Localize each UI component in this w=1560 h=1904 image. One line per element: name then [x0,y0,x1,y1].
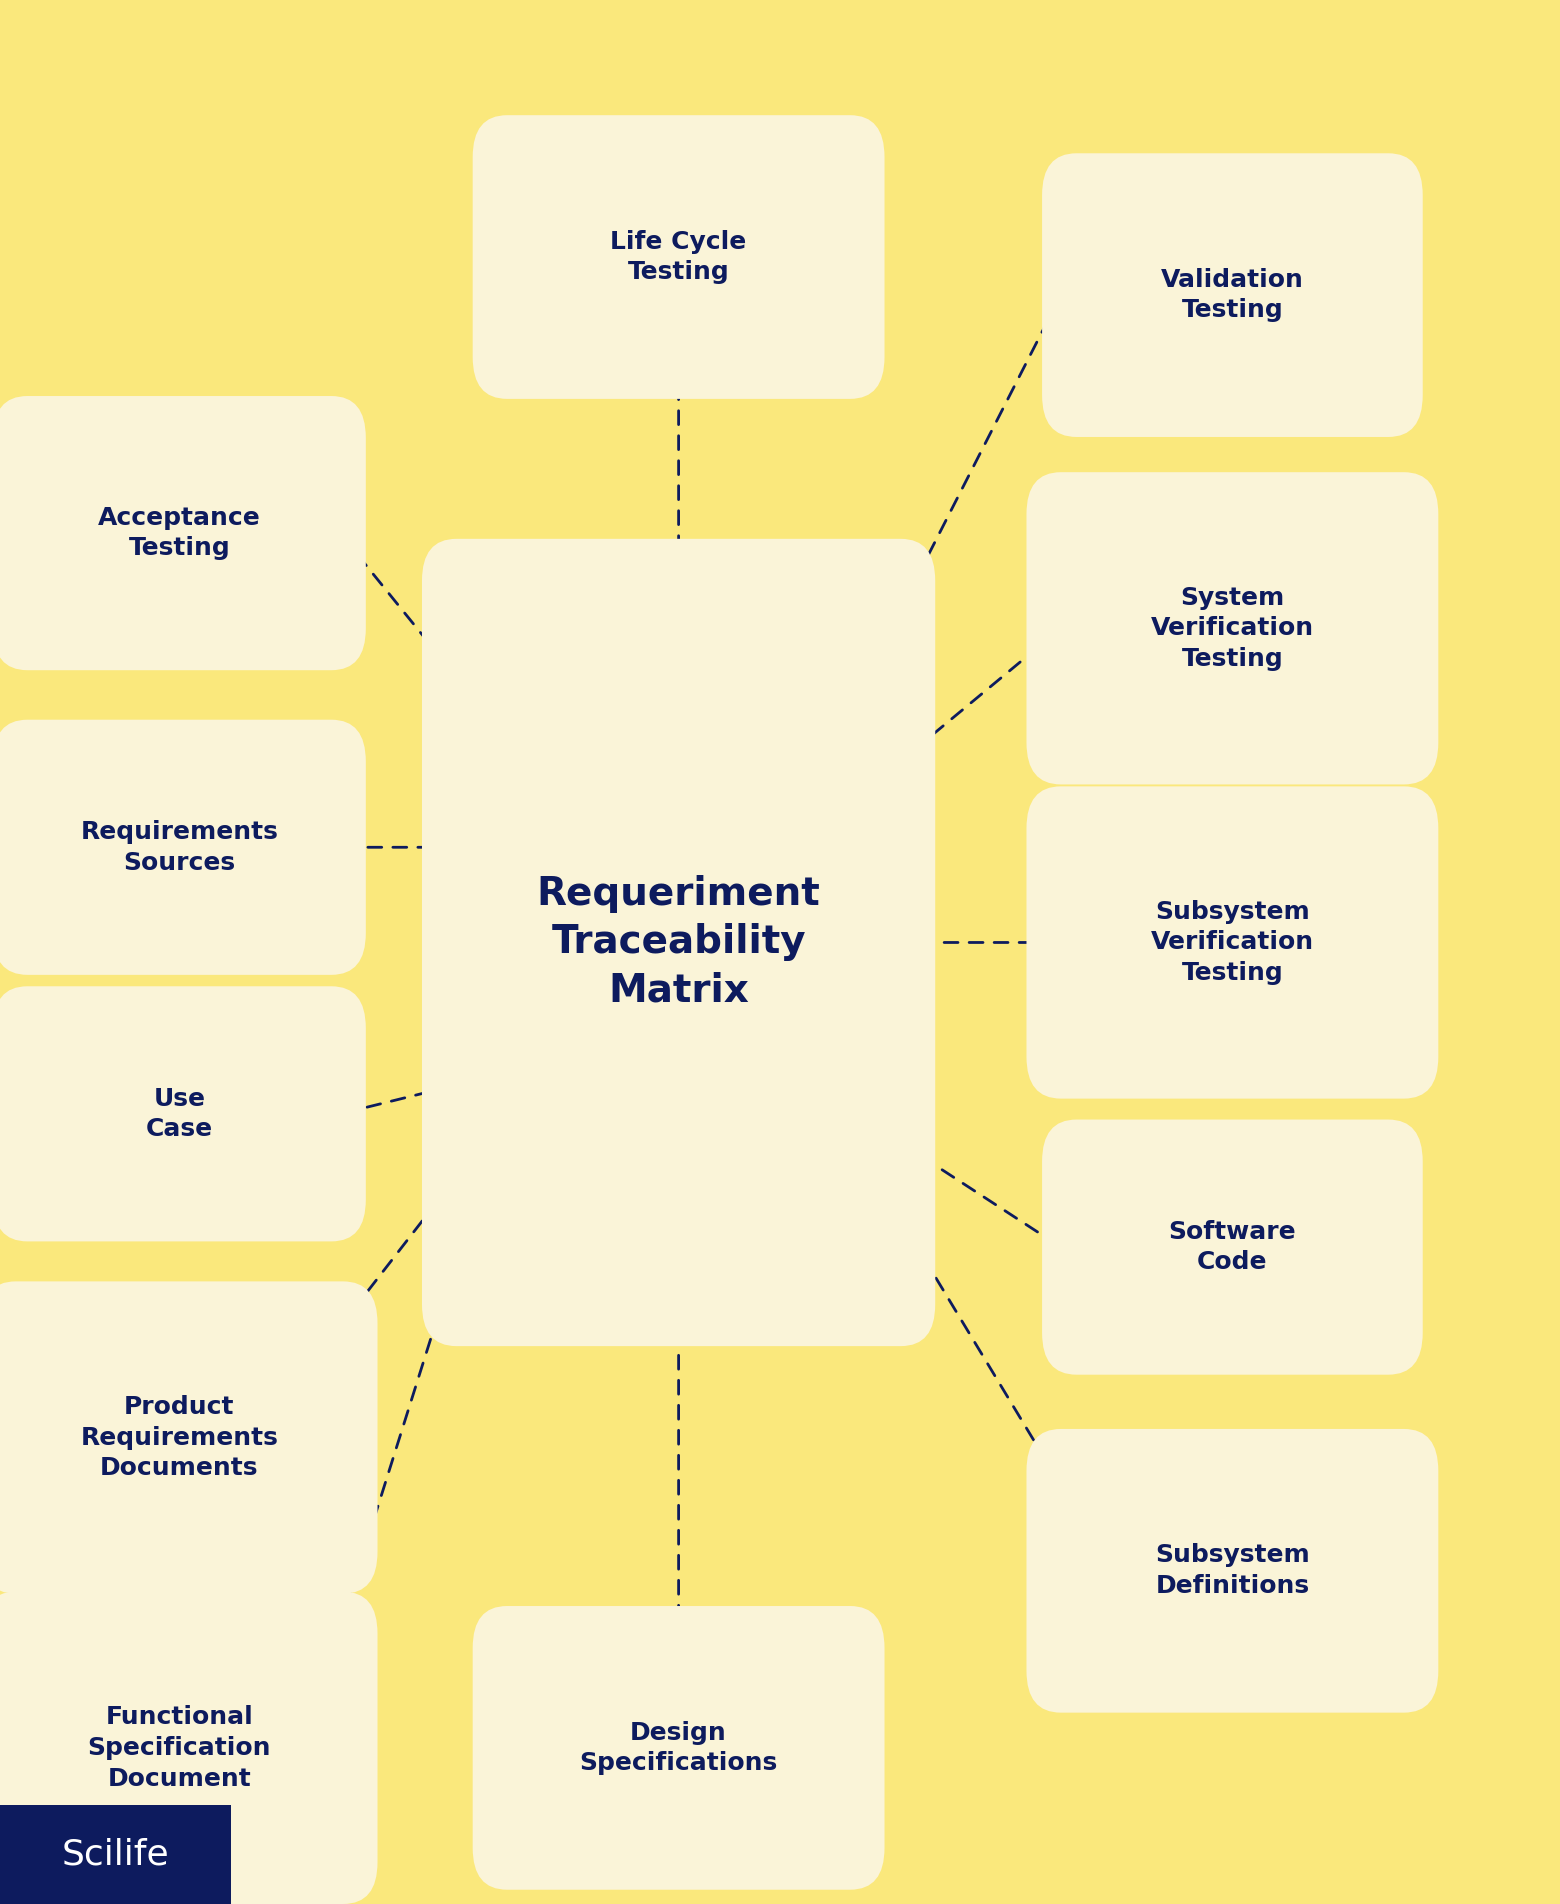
FancyBboxPatch shape [0,1592,378,1904]
Text: System
Verification
Testing: System Verification Testing [1151,586,1314,670]
Text: Use
Case: Use Case [145,1087,214,1140]
FancyBboxPatch shape [1042,1120,1423,1375]
Text: Life Cycle
Testing: Life Cycle Testing [610,230,747,284]
Text: Subsystem
Verification
Testing: Subsystem Verification Testing [1151,901,1314,984]
Text: Acceptance
Testing: Acceptance Testing [98,506,261,560]
FancyBboxPatch shape [0,1281,378,1594]
FancyBboxPatch shape [1026,786,1438,1099]
Text: Functional
Specification
Document: Functional Specification Document [87,1706,271,1790]
FancyBboxPatch shape [421,539,934,1346]
FancyBboxPatch shape [473,114,885,400]
Text: Product
Requirements
Documents: Product Requirements Documents [81,1396,278,1479]
FancyBboxPatch shape [0,1805,231,1904]
Text: Design
Specifications: Design Specifications [579,1721,778,1775]
FancyBboxPatch shape [0,720,365,975]
FancyBboxPatch shape [0,396,365,670]
Text: Validation
Testing: Validation Testing [1161,268,1304,322]
Text: Scilife: Scilife [62,1837,168,1872]
FancyBboxPatch shape [1042,154,1423,438]
Text: Software
Code: Software Code [1168,1220,1296,1274]
FancyBboxPatch shape [1026,1428,1438,1714]
FancyBboxPatch shape [1026,472,1438,784]
Text: Requirements
Sources: Requirements Sources [81,821,278,874]
FancyBboxPatch shape [473,1607,885,1889]
Text: Requeriment
Traceability
Matrix: Requeriment Traceability Matrix [537,876,821,1009]
FancyBboxPatch shape [0,986,365,1241]
Text: Subsystem
Definitions: Subsystem Definitions [1154,1544,1310,1597]
